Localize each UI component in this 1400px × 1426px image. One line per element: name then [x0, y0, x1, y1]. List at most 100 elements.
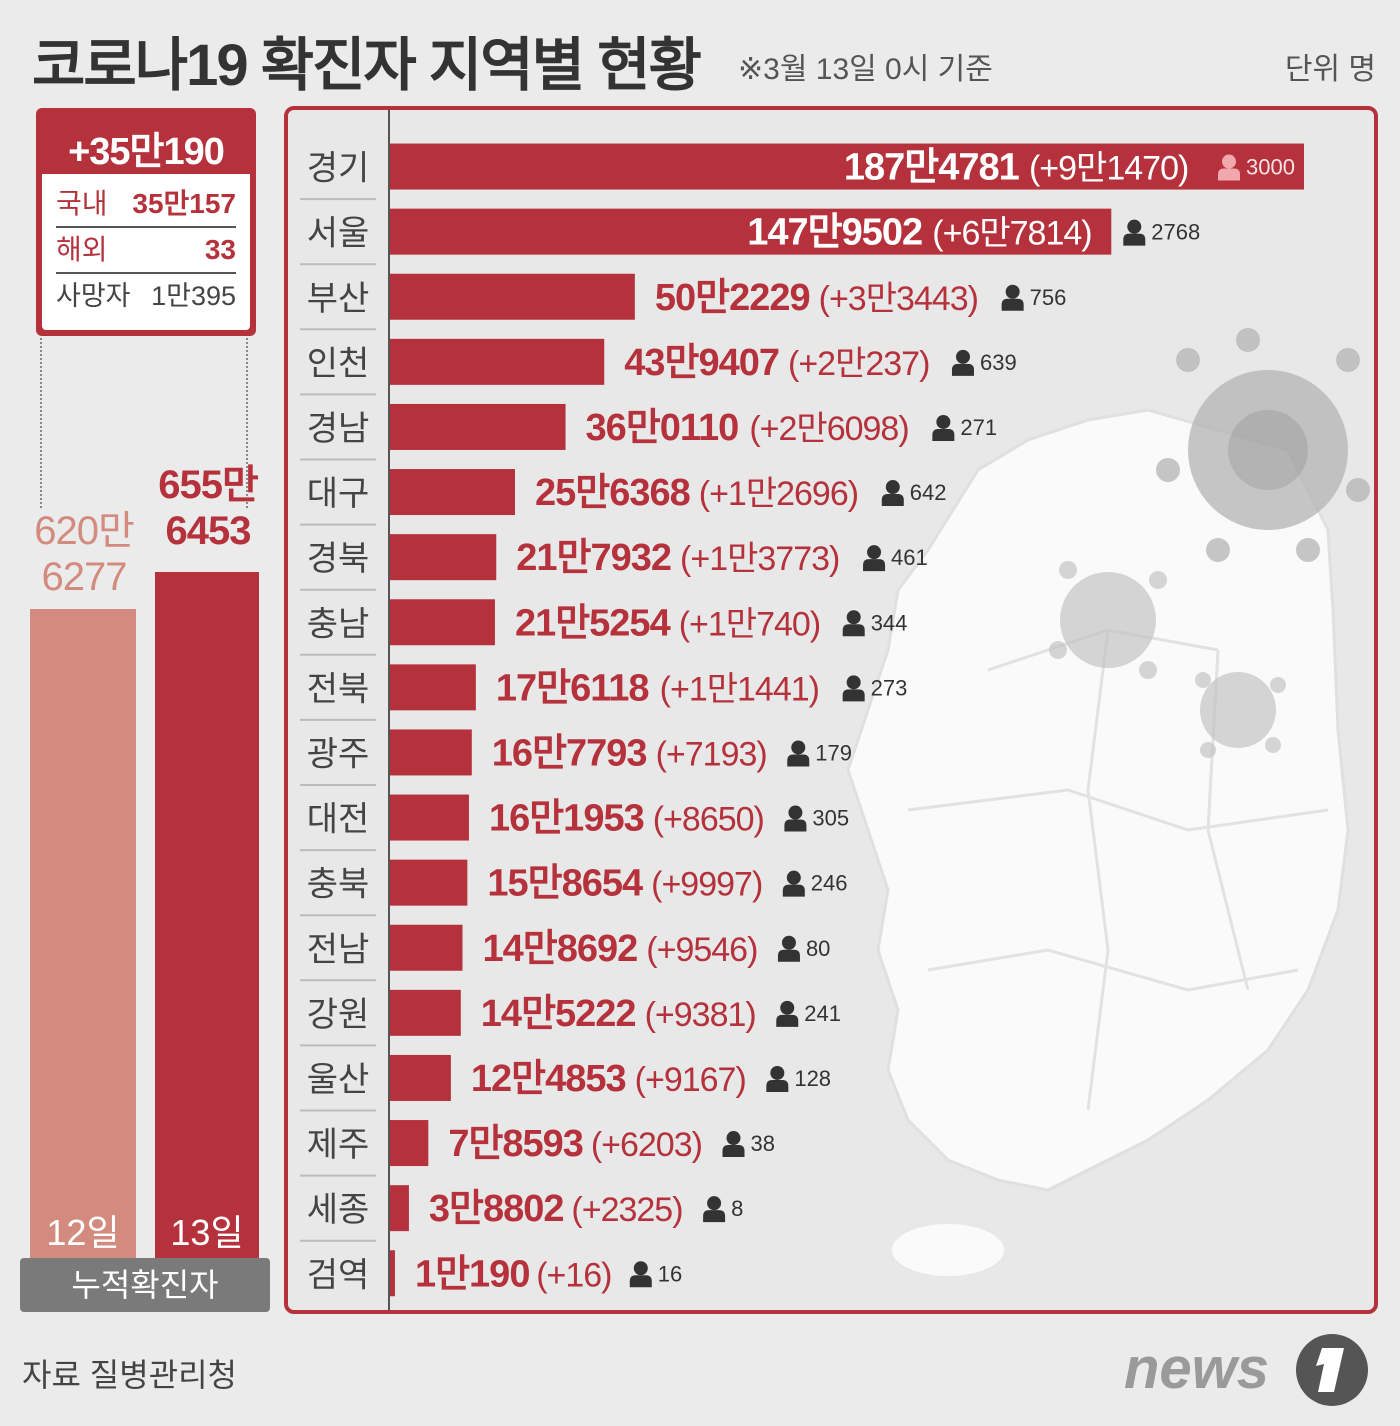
person-icon [1218, 154, 1240, 181]
category-label: 전남 [307, 931, 370, 969]
deaths-label: 38 [750, 1131, 774, 1156]
deaths-label: 8 [731, 1196, 743, 1221]
day-label-12: 12일 [46, 1212, 120, 1253]
data-bar [390, 143, 1304, 190]
value-label: 1만190 [415, 1253, 530, 1295]
overseas-value: 33 [204, 234, 236, 265]
person-icon [703, 1196, 726, 1223]
summary-detail: 국내 35만157 해외 33 사망자 1만395 [42, 174, 250, 330]
new-cases-label: (+8650) [653, 801, 764, 839]
person-icon [1001, 284, 1024, 311]
cum-label-day13-line1: 655만 [158, 463, 259, 507]
category-label: 강원 [307, 996, 370, 1034]
value-label: 12만4853 [471, 1058, 626, 1100]
person-icon [722, 1131, 745, 1158]
new-cases-label: (+16) [536, 1256, 611, 1294]
category-label: 대구 [307, 475, 370, 513]
data-bar [390, 729, 472, 776]
person-icon [777, 935, 800, 962]
value-label: 43만9407 [624, 342, 779, 384]
data-bar [390, 599, 495, 646]
new-cases-label: (+9만1470) [1029, 150, 1188, 188]
overseas-label: 해외 [56, 234, 108, 265]
person-icon [881, 480, 904, 507]
data-bar [390, 273, 635, 320]
person-icon [782, 870, 805, 897]
value-label: 21만7932 [516, 537, 671, 579]
category-label: 검역 [307, 1256, 370, 1294]
connector-line-left [40, 338, 42, 508]
news1-logo-text: news [1124, 1336, 1269, 1401]
domestic-label: 국내 [56, 188, 108, 219]
total-new-cases: +35만190 [68, 131, 225, 173]
value-label: 17만6118 [496, 667, 649, 709]
deaths-value: 1만395 [151, 281, 236, 311]
new-cases-label: (+1만1441) [660, 670, 819, 708]
chart-axis [388, 110, 390, 1310]
deaths-label: 246 [811, 871, 848, 896]
category-label: 대전 [307, 801, 370, 839]
value-label: 21만5254 [515, 602, 671, 644]
new-cases-label: (+2325) [571, 1191, 682, 1229]
data-bar [390, 338, 605, 385]
korea-map [846, 328, 1370, 1276]
deaths-label: 16 [658, 1261, 682, 1286]
data-bar [390, 534, 497, 581]
person-icon [629, 1261, 652, 1288]
category-label: 경남 [307, 410, 370, 448]
cum-label-day13-line2: 6453 [165, 509, 252, 553]
person-icon [787, 740, 810, 767]
category-label: 전북 [307, 670, 370, 708]
cum-bar-day12 [30, 608, 136, 1258]
person-icon [842, 610, 865, 637]
deaths-label: 128 [794, 1066, 831, 1091]
person-icon [766, 1065, 789, 1092]
data-bar [390, 1250, 395, 1297]
deaths-row: 사망자 1만395 [56, 274, 236, 318]
data-bar [390, 469, 515, 516]
new-cases-label: (+1만3773) [680, 540, 839, 578]
value-label: 16만1953 [489, 798, 644, 840]
cum-label-day13: 655만 6453 [146, 462, 270, 554]
day-label-13: 13일 [170, 1212, 244, 1253]
deaths-label: 사망자 [56, 281, 131, 311]
deaths-label: 271 [960, 415, 997, 440]
deaths-label: 344 [871, 610, 908, 635]
news1-logo-mark [1296, 1334, 1368, 1406]
deaths-label: 756 [1030, 285, 1067, 310]
category-label: 서울 [307, 215, 370, 253]
data-bar [390, 859, 468, 906]
category-label: 울산 [307, 1061, 370, 1099]
deaths-label: 305 [812, 806, 849, 831]
new-cases-label: (+1만740) [679, 605, 820, 643]
deaths-label: 241 [804, 1001, 841, 1026]
deaths-label: 642 [910, 480, 947, 505]
value-label: 3만8802 [429, 1188, 564, 1230]
value-label: 16만7793 [492, 732, 647, 774]
value-label: 147만9502 [747, 212, 922, 254]
new-cases-label: (+6만7814) [932, 215, 1091, 253]
page-title: 코로나19 확진자 지역별 현황 [32, 33, 702, 98]
category-label: 경기 [307, 150, 370, 188]
new-cases-label: (+6203) [591, 1126, 702, 1164]
data-bar [390, 1054, 451, 1101]
data-source: 자료 질병관리청 [22, 1357, 237, 1393]
new-cases-label: (+7193) [656, 735, 767, 773]
overseas-row: 해외 33 [56, 228, 236, 274]
person-icon [776, 1000, 799, 1027]
deaths-label: 3000 [1246, 155, 1295, 180]
category-label: 세종 [307, 1191, 370, 1229]
data-bar [390, 1185, 409, 1232]
category-label: 인천 [307, 345, 370, 383]
data-bar [390, 1120, 429, 1167]
value-label: 15만8654 [487, 863, 643, 905]
new-cases-label: (+9997) [651, 866, 762, 904]
person-icon [863, 545, 886, 572]
deaths-label: 461 [891, 545, 928, 570]
data-bar [390, 403, 566, 450]
value-label: 14만5222 [481, 993, 636, 1035]
value-label: 36만0110 [586, 407, 739, 449]
category-label: 충남 [307, 605, 370, 643]
value-label: 50만2229 [655, 277, 810, 319]
data-bar [390, 208, 1112, 255]
